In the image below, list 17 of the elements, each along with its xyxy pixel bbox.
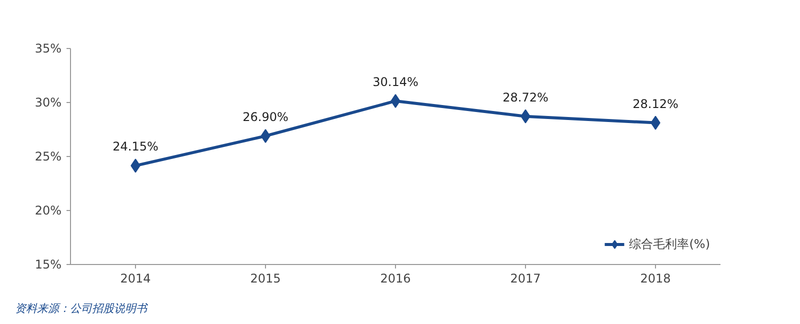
data-label: 24.15% bbox=[112, 140, 158, 154]
x-tick-label: 2016 bbox=[380, 272, 411, 286]
legend-label: 综合毛利率(%) bbox=[629, 236, 710, 252]
y-tick-label: 20% bbox=[34, 204, 62, 218]
y-tick-label: 15% bbox=[34, 258, 62, 272]
data-label: 26.90% bbox=[242, 110, 288, 124]
x-tick-label: 2018 bbox=[640, 272, 671, 286]
x-tick-label: 2014 bbox=[120, 272, 151, 286]
data-label: 28.72% bbox=[502, 90, 548, 104]
y-tick-label: 30% bbox=[34, 96, 62, 110]
y-tick-label: 35% bbox=[34, 42, 62, 56]
text: 资料来源：公司招股说明书 bbox=[15, 301, 147, 317]
x-tick-label: 2017 bbox=[510, 272, 541, 286]
data-label: 28.12% bbox=[632, 96, 678, 111]
x-tick-label: 2015 bbox=[250, 272, 281, 286]
data-label: 30.14% bbox=[372, 74, 418, 89]
y-tick-label: 25% bbox=[34, 150, 62, 164]
